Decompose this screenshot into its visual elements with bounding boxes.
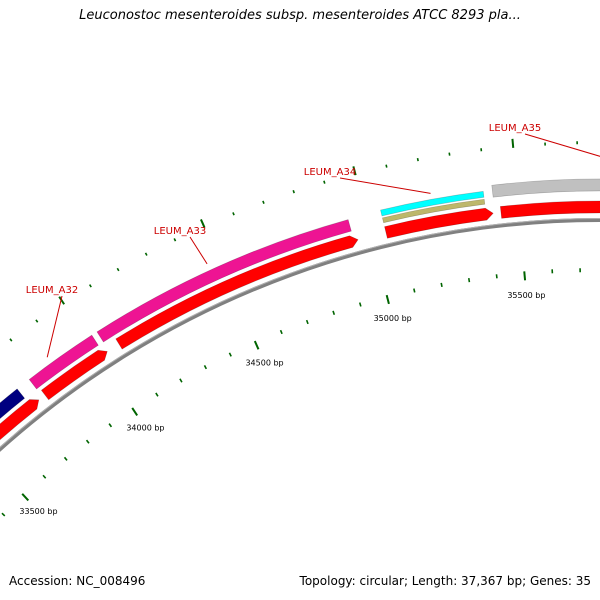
inner-tick bbox=[467, 278, 471, 283]
feature-cyan bbox=[380, 190, 485, 217]
inner-tick bbox=[385, 294, 390, 305]
outer-tick bbox=[232, 212, 235, 216]
cds-feature bbox=[115, 235, 359, 350]
inner-tick bbox=[131, 407, 139, 416]
outer-tick bbox=[416, 158, 419, 162]
gene-leader-line bbox=[524, 133, 600, 157]
outer-tick bbox=[9, 338, 13, 342]
inner-tick bbox=[332, 310, 336, 315]
inner-tick bbox=[155, 392, 159, 397]
position-label: 34500 bp bbox=[245, 358, 283, 367]
feature-gray bbox=[491, 178, 600, 198]
genome-summary-text: Topology: circular; Length: 37,367 bp; G… bbox=[299, 574, 591, 588]
outer-tick bbox=[173, 238, 177, 242]
inner-tick bbox=[63, 456, 68, 461]
cds-feature bbox=[40, 349, 108, 401]
outer-tick bbox=[352, 166, 357, 176]
feature-navy bbox=[0, 388, 26, 420]
map-title: Leuconostoc mesenteroides subsp. mesente… bbox=[79, 8, 521, 23]
cds-feature bbox=[0, 399, 40, 441]
feature-magenta-a bbox=[28, 334, 99, 390]
position-label: 33500 bp bbox=[19, 507, 57, 516]
inner-tick bbox=[413, 288, 416, 293]
outer-tick bbox=[323, 180, 326, 184]
outer-tick bbox=[292, 190, 295, 194]
inner-tick bbox=[228, 352, 232, 357]
inner-tick bbox=[203, 364, 208, 370]
outer-tick bbox=[511, 138, 515, 148]
gene-label: LEUM_A35 bbox=[489, 123, 541, 134]
position-label: 34000 bp bbox=[126, 423, 164, 432]
cds-feature bbox=[384, 207, 494, 239]
gene-leader-line bbox=[46, 295, 63, 358]
position-label: 35000 bp bbox=[374, 314, 412, 323]
backbone-highlight bbox=[0, 218, 600, 448]
position-label: 35500 bp bbox=[507, 291, 545, 300]
outer-tick bbox=[385, 164, 388, 168]
outer-tick bbox=[58, 296, 65, 305]
outer-tick bbox=[200, 219, 206, 229]
outer-tick bbox=[35, 319, 39, 323]
gene-leader-line bbox=[339, 177, 431, 194]
gene-label: LEUM_A34 bbox=[304, 167, 356, 178]
inner-tick bbox=[179, 378, 183, 383]
inner-tick bbox=[523, 271, 527, 281]
inner-tick bbox=[358, 302, 362, 307]
inner-tick bbox=[108, 423, 113, 428]
accession-text: Accession: NC_008496 bbox=[9, 574, 146, 588]
outer-tick bbox=[144, 252, 148, 256]
gene-leader-line bbox=[189, 236, 208, 265]
inner-tick bbox=[85, 439, 90, 444]
outer-tick bbox=[116, 267, 120, 272]
cds-feature bbox=[499, 200, 600, 219]
backbone-circle bbox=[0, 218, 600, 452]
inner-tick bbox=[440, 282, 443, 288]
gene-label: LEUM_A33 bbox=[154, 226, 206, 237]
gene-label: LEUM_A32 bbox=[26, 285, 78, 296]
feature-magenta-b bbox=[96, 219, 352, 343]
inner-tick bbox=[279, 329, 283, 335]
inner-tick bbox=[1, 512, 6, 517]
inner-tick bbox=[42, 474, 47, 479]
inner-tick bbox=[21, 493, 30, 502]
feature-khaki bbox=[382, 198, 486, 224]
inner-tick bbox=[253, 340, 260, 350]
outer-tick bbox=[88, 284, 92, 288]
inner-tick bbox=[305, 319, 309, 325]
outer-tick bbox=[262, 200, 265, 204]
